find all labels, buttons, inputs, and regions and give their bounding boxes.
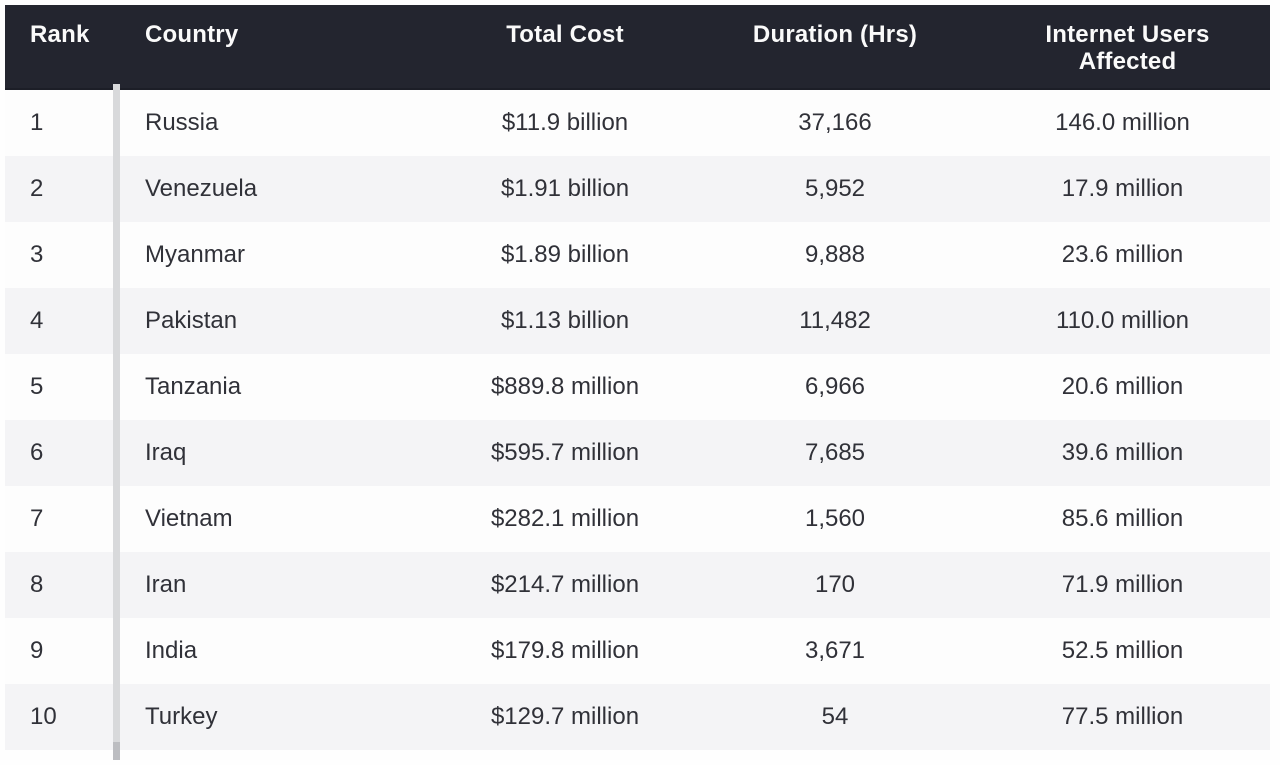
data-table: Rank Country Total Cost Duration (Hrs) I… [5,5,1270,750]
cell-duration: 3,671 [804,636,866,664]
table-row: 7 Vietnam $282.1 million 1,560 85.6 million [5,485,1270,552]
cell-duration: 9,888 [804,240,866,268]
cell-internet-users-affected: 52.5 million [1061,636,1184,664]
cell-duration: 1,560 [804,504,866,532]
table-row: 10 Turkey $129.7 million 54 77.5 million [5,683,1270,750]
cell-rank: 9 [30,636,44,664]
cell-rank: 10 [30,702,57,730]
cell-duration: 170 [814,570,856,598]
rank-column-divider [113,84,120,760]
table-row: 9 India $179.8 million 3,671 52.5 million [5,617,1270,684]
table-header-row: Rank Country Total Cost Duration (Hrs) I… [5,5,1270,90]
cell-duration: 37,166 [798,108,872,136]
table-row: 5 Tanzania $889.8 million 6,966 20.6 million [5,353,1270,420]
column-header-country: Country [145,21,239,48]
cell-internet-users-affected: 20.6 million [1061,372,1184,400]
column-header-total-cost: Total Cost [506,21,624,48]
cell-country: Pakistan [145,306,238,334]
table-row: 3 Myanmar $1.89 billion 9,888 23.6 million [5,221,1270,288]
cell-total-cost: $1.13 billion [500,306,630,334]
cell-internet-users-affected: 71.9 million [1061,570,1184,598]
cell-rank: 2 [30,174,44,202]
cell-rank: 7 [30,504,44,532]
cell-rank: 1 [30,108,44,136]
column-header-internet-users-affected: Internet Users Affected [1045,21,1210,75]
cell-internet-users-affected: 39.6 million [1061,438,1184,466]
cell-duration: 54 [821,702,849,730]
cell-total-cost: $179.8 million [490,636,640,664]
table-row: 4 Pakistan $1.13 billion 11,482 110.0 millio… [5,287,1270,354]
cell-country: Turkey [145,702,218,730]
cell-country: Iran [145,570,187,598]
cell-internet-users-affected: 23.6 million [1061,240,1184,268]
cell-total-cost: $595.7 million [490,438,640,466]
cell-rank: 6 [30,438,44,466]
table-body: 1 Russia $11.9 billion 37,166 146.0 million 2… [5,89,1270,750]
cell-rank: 4 [30,306,44,334]
cell-rank: 5 [30,372,44,400]
cell-duration: 7,685 [804,438,866,466]
cell-total-cost: $282.1 million [490,504,640,532]
table-row: 8 Iran $214.7 million 170 71.9 million [5,551,1270,618]
cell-total-cost: $214.7 million [490,570,640,598]
column-header-rank: Rank [30,21,90,48]
cell-rank: 8 [30,570,44,598]
cell-country: Vietnam [145,504,233,532]
cell-internet-users-affected: 146.0 million [1055,108,1190,136]
cell-total-cost: $1.89 billion [500,240,630,268]
cell-total-cost: $889.8 million [490,372,640,400]
cell-duration: 5,952 [804,174,866,202]
cell-internet-users-affected: 17.9 million [1061,174,1184,202]
table-row: 1 Russia $11.9 billion 37,166 146.0 million [5,89,1270,156]
cell-country: Russia [145,108,219,136]
cell-country: Myanmar [145,240,246,268]
cell-internet-users-affected: 77.5 million [1061,702,1184,730]
column-header-duration: Duration (Hrs) [752,21,918,48]
cell-total-cost: $129.7 million [490,702,640,730]
cell-country: Iraq [145,438,187,466]
table-row: 2 Venezuela $1.91 billion 5,952 17.9 million [5,155,1270,222]
cell-total-cost: $1.91 billion [500,174,630,202]
cell-internet-users-affected: 110.0 million [1056,306,1189,334]
cell-rank: 3 [30,240,44,268]
cell-country: Venezuela [145,174,258,202]
cell-total-cost: $11.9 billion [501,108,629,136]
cell-duration: 6,966 [804,372,866,400]
cell-country: India [145,636,198,664]
table-row: 6 Iraq $595.7 million 7,685 39.6 million [5,419,1270,486]
cell-duration: 11,482 [799,306,871,334]
cell-country: Tanzania [145,372,242,400]
cell-internet-users-affected: 85.6 million [1061,504,1184,532]
